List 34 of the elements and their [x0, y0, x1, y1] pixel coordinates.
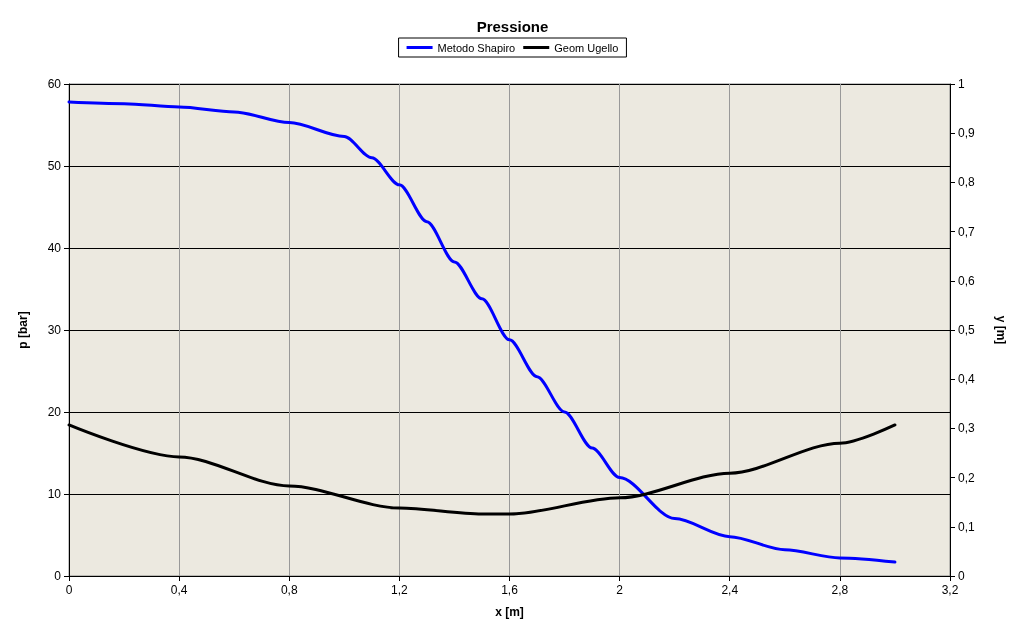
x-tick-label: 2 — [616, 583, 624, 597]
y2-tick-label: 0,5 — [958, 323, 976, 337]
y2-tick-label: 0,4 — [958, 372, 976, 387]
chart-title: Pressione — [476, 18, 549, 35]
y2-tick-label: 0,2 — [958, 470, 976, 485]
x-tick-label: 0 — [65, 583, 73, 597]
x-tick-label: 2,8 — [831, 583, 849, 597]
y2-axis-title: y [m] — [994, 315, 1008, 345]
y2-tick-label: 0 — [958, 569, 965, 583]
x-tick-label: 2,4 — [721, 583, 739, 597]
y-tick-label: 20 — [47, 405, 62, 419]
y2-tick-label: 1 — [958, 77, 965, 91]
y-tick-label: 10 — [47, 487, 62, 501]
y2-tick-label: 0,7 — [958, 224, 976, 239]
y-tick-label: 50 — [47, 159, 62, 173]
y2-tick-label: 0,3 — [958, 421, 976, 436]
y-tick-label: 0 — [54, 569, 62, 583]
x-tick-label: 1,6 — [501, 583, 519, 597]
y2-tick-label: 0,8 — [958, 175, 976, 190]
y-tick-label: 30 — [47, 323, 62, 337]
y2-tick-label: 0,9 — [958, 126, 976, 141]
y-axis-title: p [bar] — [16, 311, 30, 349]
y2-tick-label: 0,6 — [958, 273, 976, 288]
legend-label: Metodo Shapiro — [437, 41, 516, 54]
y2-tick-label: 0,1 — [958, 519, 976, 534]
x-tick-label: 1,2 — [391, 583, 409, 597]
y-tick-label: 60 — [47, 77, 62, 91]
x-axis-title: x [m] — [495, 605, 524, 619]
legend-label: Geom Ugello — [554, 41, 619, 54]
x-tick-label: 0,4 — [170, 583, 188, 597]
x-tick-label: 3,2 — [941, 583, 959, 597]
line-series — [67, 100, 897, 564]
x-tick-label: 0,8 — [280, 583, 298, 597]
y-tick-label: 40 — [47, 241, 62, 255]
